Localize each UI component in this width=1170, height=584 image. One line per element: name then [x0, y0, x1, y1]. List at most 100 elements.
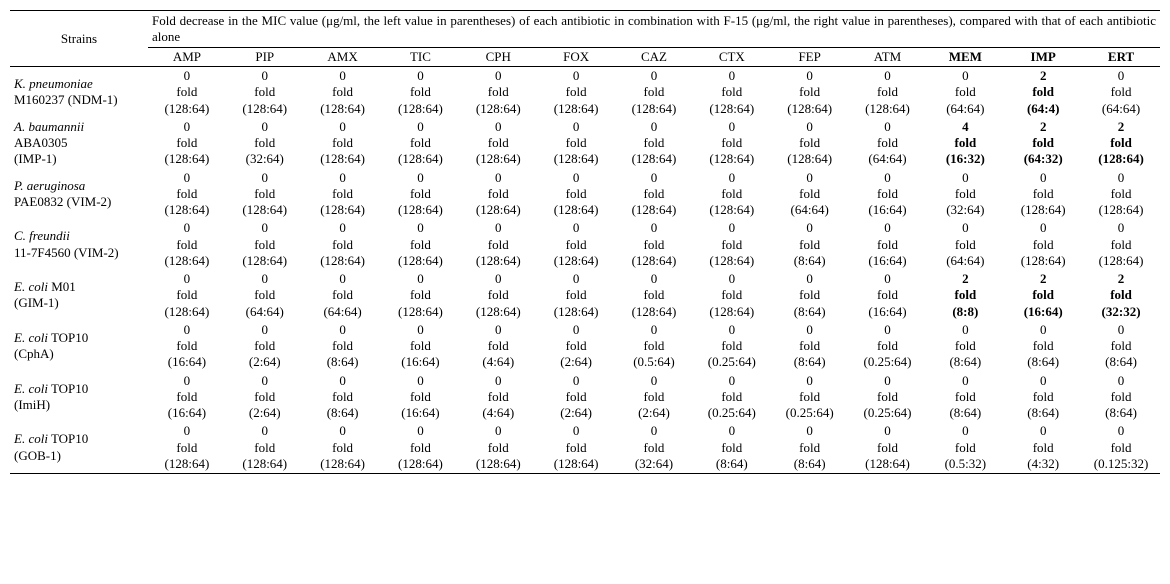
- fold-label: fold: [566, 84, 587, 99]
- mic-pair: (128:64): [865, 101, 910, 116]
- strain-name: A. baumanniiABA0305(IMP-1): [10, 118, 148, 169]
- fold-label: fold: [254, 135, 275, 150]
- data-cell: 0fold(8:64): [304, 372, 382, 423]
- data-cell: 0fold(8:64): [771, 422, 849, 473]
- fold-label: fold: [955, 338, 976, 353]
- mic-pair: (128:64): [476, 304, 521, 319]
- fold-value: 0: [495, 170, 502, 185]
- fold-value: 0: [184, 68, 191, 83]
- data-cell: 0fold(64:64): [1082, 67, 1160, 118]
- fold-value: 0: [573, 119, 580, 134]
- fold-value: 0: [651, 423, 658, 438]
- data-cell: 0fold(128:64): [615, 67, 693, 118]
- fold-value: 0: [962, 322, 969, 337]
- fold-value: 0: [417, 271, 424, 286]
- data-cell: 0fold(128:64): [771, 118, 849, 169]
- fold-label: fold: [332, 287, 353, 302]
- mic-pair: (64:64): [246, 304, 284, 319]
- table-row: E. coli M01(GIM-1)0fold(128:64)0fold(64:…: [10, 270, 1160, 321]
- fold-label: fold: [955, 389, 976, 404]
- mic-table: StrainsFold decrease in the MIC value (μ…: [10, 10, 1160, 474]
- data-cell: 0fold(8:64): [693, 422, 771, 473]
- fold-value: 0: [339, 68, 346, 83]
- mic-pair: (128:64): [320, 101, 365, 116]
- fold-label: fold: [566, 135, 587, 150]
- fold-label: fold: [254, 237, 275, 252]
- mic-pair: (8:64): [1105, 354, 1137, 369]
- fold-value: 0: [806, 68, 813, 83]
- table-row: C. freundii11-7F4560 (VIM-2)0fold(128:64…: [10, 219, 1160, 270]
- mic-pair: (128:64): [709, 253, 754, 268]
- fold-label: fold: [176, 338, 197, 353]
- table-caption: Fold decrease in the MIC value (μg/ml, t…: [148, 11, 1160, 48]
- mic-pair: (128:64): [554, 456, 599, 471]
- fold-label: fold: [1111, 186, 1132, 201]
- mic-pair: (128:64): [1021, 253, 1066, 268]
- fold-label: fold: [1033, 237, 1054, 252]
- strain-name: E. coli TOP10(ImiH): [10, 372, 148, 423]
- data-cell: 0fold(4:64): [459, 372, 537, 423]
- data-cell: 0fold(0.5:64): [615, 321, 693, 372]
- fold-value: 0: [262, 271, 269, 286]
- data-cell: 0fold(32:64): [926, 169, 1004, 220]
- mic-pair: (16:64): [868, 304, 906, 319]
- strain-name: E. coli TOP10(GOB-1): [10, 422, 148, 473]
- fold-value: 0: [573, 423, 580, 438]
- data-cell: 0fold(0.25:64): [849, 372, 927, 423]
- fold-value: 0: [651, 220, 658, 235]
- fold-value: 0: [262, 220, 269, 235]
- fold-value: 0: [962, 170, 969, 185]
- fold-value: 0: [1040, 220, 1047, 235]
- fold-value: 0: [1118, 322, 1125, 337]
- data-cell: 0fold(2:64): [615, 372, 693, 423]
- mic-pair: (64:64): [1102, 101, 1140, 116]
- data-cell: 0fold(128:64): [382, 219, 460, 270]
- fold-label: fold: [488, 287, 509, 302]
- fold-value: 0: [262, 170, 269, 185]
- col-header-caz: CAZ: [615, 48, 693, 67]
- fold-value: 0: [417, 68, 424, 83]
- fold-label: fold: [410, 287, 431, 302]
- strain-name: P. aeruginosaPAE0832 (VIM-2): [10, 169, 148, 220]
- mic-pair: (0.25:64): [786, 405, 834, 420]
- fold-label: fold: [1032, 287, 1054, 302]
- fold-value: 0: [1118, 220, 1125, 235]
- fold-label: fold: [877, 440, 898, 455]
- data-cell: 0fold(8:64): [771, 321, 849, 372]
- fold-label: fold: [799, 237, 820, 252]
- fold-label: fold: [877, 389, 898, 404]
- mic-pair: (2:64): [249, 405, 281, 420]
- mic-pair: (128:64): [165, 253, 210, 268]
- mic-pair: (128:64): [554, 101, 599, 116]
- mic-pair: (64:64): [946, 101, 984, 116]
- table-row: P. aeruginosaPAE0832 (VIM-2)0fold(128:64…: [10, 169, 1160, 220]
- mic-pair: (128:64): [320, 202, 365, 217]
- fold-value: 0: [339, 170, 346, 185]
- fold-label: fold: [566, 186, 587, 201]
- data-cell: 2fold(8:8): [926, 270, 1004, 321]
- fold-label: fold: [488, 186, 509, 201]
- data-cell: 0fold(128:64): [537, 270, 615, 321]
- mic-pair: (2:64): [249, 354, 281, 369]
- fold-label: fold: [410, 338, 431, 353]
- mic-pair: (0.25:64): [708, 354, 756, 369]
- col-header-mem: MEM: [926, 48, 1004, 67]
- fold-label: fold: [176, 186, 197, 201]
- data-cell: 0fold(8:64): [926, 321, 1004, 372]
- data-cell: 0fold(128:64): [537, 67, 615, 118]
- fold-label: fold: [799, 287, 820, 302]
- mic-pair: (8:64): [949, 354, 981, 369]
- fold-label: fold: [254, 84, 275, 99]
- fold-value: 0: [1118, 423, 1125, 438]
- data-cell: 0fold(128:64): [771, 67, 849, 118]
- data-cell: 0fold(4:32): [1004, 422, 1082, 473]
- fold-label: fold: [721, 440, 742, 455]
- fold-label: fold: [799, 389, 820, 404]
- mic-pair: (128:64): [632, 151, 677, 166]
- fold-value: 0: [184, 271, 191, 286]
- data-cell: 0fold(8:64): [771, 219, 849, 270]
- data-cell: 0fold(128:64): [615, 270, 693, 321]
- col-header-strains: Strains: [10, 11, 148, 67]
- fold-value: 0: [339, 220, 346, 235]
- mic-pair: (128:64): [165, 151, 210, 166]
